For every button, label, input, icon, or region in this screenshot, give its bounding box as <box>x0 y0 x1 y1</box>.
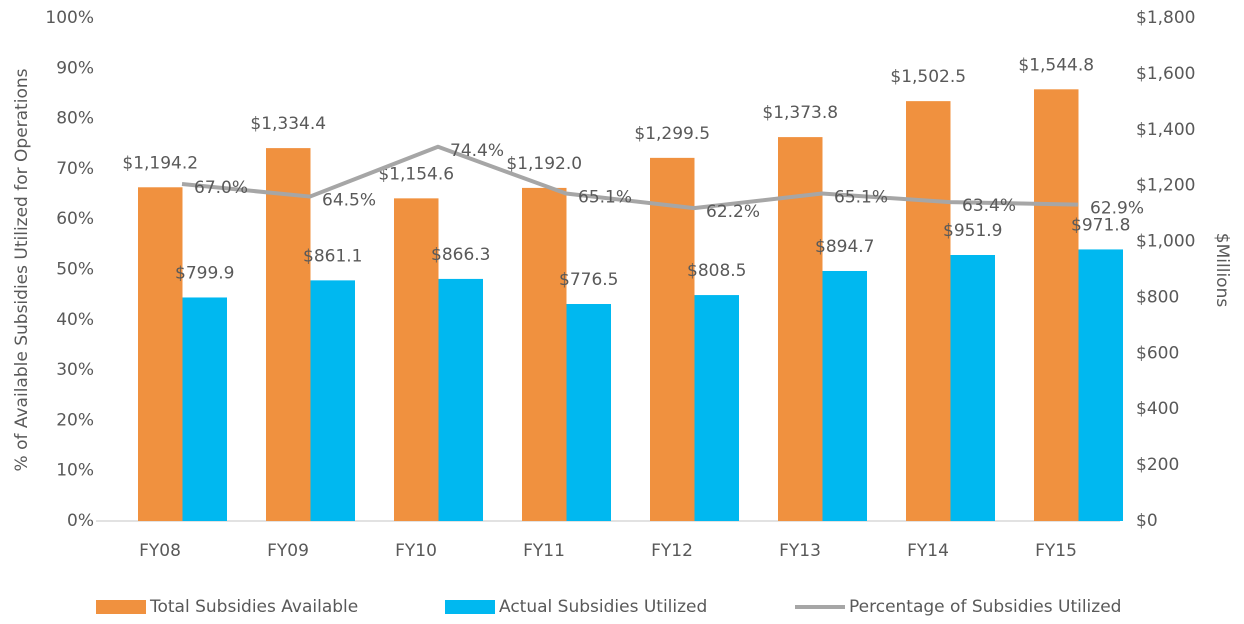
bar <box>394 198 439 521</box>
bar <box>266 148 311 522</box>
data-label: 74.4% <box>450 141 504 161</box>
bar <box>906 101 951 522</box>
legend-label: Actual Subsidies Utilized <box>499 597 707 617</box>
y-tick-label: 50% <box>56 260 94 280</box>
data-label: $1,502.5 <box>890 67 966 87</box>
y-tick-label: 90% <box>56 58 94 78</box>
bar <box>522 187 567 521</box>
data-label: $971.8 <box>1071 215 1130 235</box>
bar <box>566 304 611 521</box>
data-label: $1,154.6 <box>378 164 454 184</box>
line <box>181 144 1079 211</box>
data-label: $1,544.8 <box>1018 55 1094 75</box>
data-label: $894.7 <box>815 237 874 257</box>
x-tick-label: FY13 <box>779 541 821 561</box>
data-label: 65.1% <box>578 188 632 208</box>
y2-tick-label: $200 <box>1136 455 1179 475</box>
data-label: $1,299.5 <box>634 124 710 144</box>
x-tick-label: FY14 <box>907 541 949 561</box>
data-label: $1,334.4 <box>250 114 326 134</box>
y2-tick-label: $600 <box>1136 343 1179 363</box>
data-label: 67.0% <box>194 178 248 198</box>
y2-tick-label: $1,400 <box>1136 120 1195 140</box>
data-label: $1,192.0 <box>506 154 582 174</box>
data-label: 62.9% <box>1090 199 1144 219</box>
data-label: $861.1 <box>303 246 362 266</box>
y2-tick-label: $1,600 <box>1136 64 1195 84</box>
y-tick-label: 80% <box>56 109 94 129</box>
y2-tick-label: $0 <box>1136 511 1158 531</box>
y-axis-title: % of Available Subsidies Utilized for Op… <box>12 68 32 471</box>
x-tick-label: FY11 <box>523 541 565 561</box>
data-label: $808.5 <box>687 261 746 281</box>
bar <box>778 137 823 521</box>
x-tick-label: FY09 <box>267 541 309 561</box>
data-label: $1,194.2 <box>122 153 198 173</box>
data-label: 63.4% <box>962 196 1016 216</box>
y2-tick-label: $1,200 <box>1136 176 1195 196</box>
y2-tick-label: $800 <box>1136 287 1179 307</box>
x-tick-label: FY08 <box>139 541 181 561</box>
bar <box>822 270 867 521</box>
y-tick-label: 60% <box>56 209 94 229</box>
x-tick-label: FY15 <box>1035 541 1077 561</box>
x-tick-label: FY12 <box>651 541 693 561</box>
bar <box>438 278 483 521</box>
data-label: $799.9 <box>175 263 234 283</box>
y-tick-label: 10% <box>56 461 94 481</box>
bar <box>1078 249 1123 521</box>
y-tick-label: 20% <box>56 410 94 430</box>
legend-label: Percentage of Subsidies Utilized <box>849 597 1121 617</box>
legend-swatch <box>96 600 146 614</box>
y-tick-label: 40% <box>56 310 94 330</box>
bar <box>138 187 183 521</box>
bar <box>650 157 695 521</box>
y2-axis-title: $Millions <box>1212 233 1232 308</box>
bar <box>694 295 739 521</box>
x-tick-label: FY10 <box>395 541 437 561</box>
bar <box>950 254 995 521</box>
y2-tick-label: $400 <box>1136 399 1179 419</box>
data-label: 62.2% <box>706 202 760 222</box>
legend-label: Total Subsidies Available <box>149 597 358 617</box>
data-label: 64.5% <box>322 191 376 211</box>
y2-tick-label: $1,000 <box>1136 232 1195 252</box>
bar <box>1034 89 1079 522</box>
data-label: $951.9 <box>943 221 1002 241</box>
legend-swatch <box>445 600 495 614</box>
bar <box>310 280 355 521</box>
y-tick-label: 70% <box>56 159 94 179</box>
y-tick-label: 30% <box>56 360 94 380</box>
data-label: 65.1% <box>834 188 888 208</box>
y-tick-label: 0% <box>67 511 94 531</box>
data-label: $866.3 <box>431 245 490 265</box>
y2-tick-label: $1,800 <box>1136 8 1195 28</box>
data-label: $1,373.8 <box>762 103 838 123</box>
data-label: $776.5 <box>559 270 618 290</box>
y-tick-label: 100% <box>45 8 94 28</box>
bar <box>182 297 227 521</box>
